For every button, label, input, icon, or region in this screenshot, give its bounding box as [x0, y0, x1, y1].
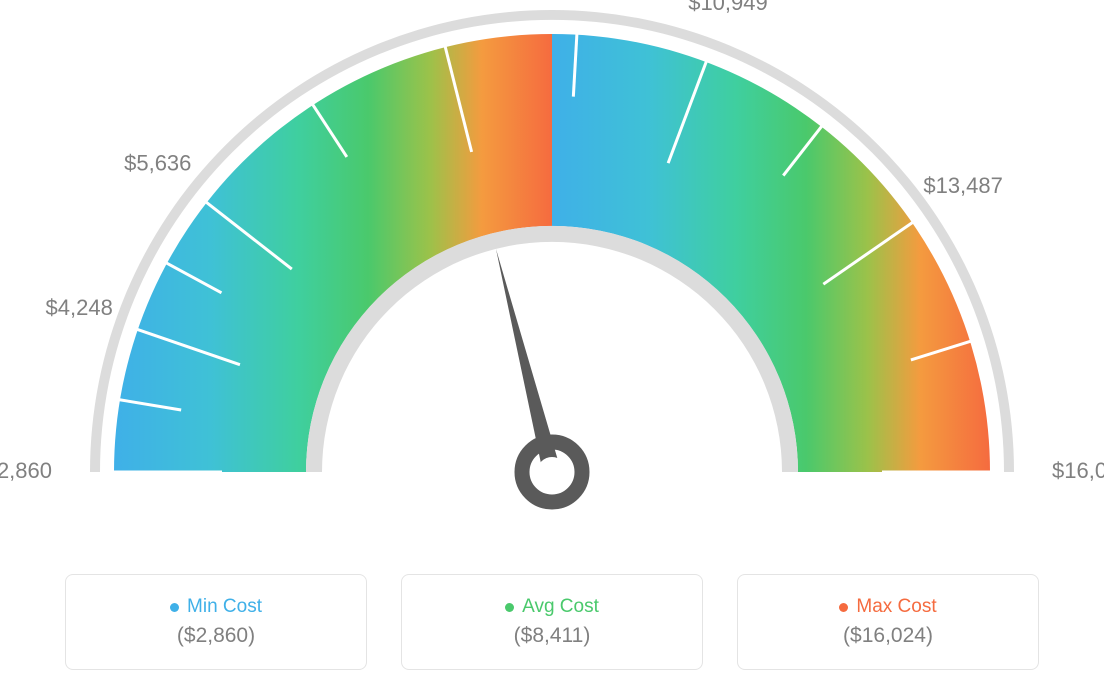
legend-card-max: Max Cost ($16,024) — [737, 574, 1039, 670]
gauge-tick-label: $2,860 — [0, 458, 52, 483]
legend-value-max: ($16,024) — [843, 624, 933, 648]
dot-icon — [505, 603, 514, 612]
gauge-svg: $2,860$4,248$5,636$8,411$10,949$13,487$1… — [0, 0, 1104, 520]
gauge-tick-label: $16,024 — [1052, 458, 1104, 483]
gauge-tick-label: $10,949 — [688, 0, 768, 15]
dot-icon — [839, 603, 848, 612]
cost-gauge-widget: $2,860$4,248$5,636$8,411$10,949$13,487$1… — [0, 0, 1104, 690]
gauge-tick-label: $5,636 — [124, 150, 191, 175]
legend-title-avg: Avg Cost — [505, 596, 599, 618]
dot-icon — [170, 603, 179, 612]
legend-title-min: Min Cost — [170, 596, 262, 618]
legend-title-text: Avg Cost — [522, 596, 599, 618]
legend-title-max: Max Cost — [839, 596, 936, 618]
legend-value-min: ($2,860) — [177, 624, 255, 648]
legend-title-text: Max Cost — [856, 596, 936, 618]
gauge-tick-label: $13,487 — [923, 173, 1003, 198]
legend-card-avg: Avg Cost ($8,411) — [401, 574, 703, 670]
gauge-area: $2,860$4,248$5,636$8,411$10,949$13,487$1… — [0, 0, 1104, 520]
legend-card-min: Min Cost ($2,860) — [65, 574, 367, 670]
legend-title-text: Min Cost — [187, 596, 262, 618]
gauge-tick-label: $4,248 — [46, 295, 113, 320]
legend-value-avg: ($8,411) — [514, 624, 591, 648]
legend-row: Min Cost ($2,860) Avg Cost ($8,411) Max … — [0, 574, 1104, 670]
